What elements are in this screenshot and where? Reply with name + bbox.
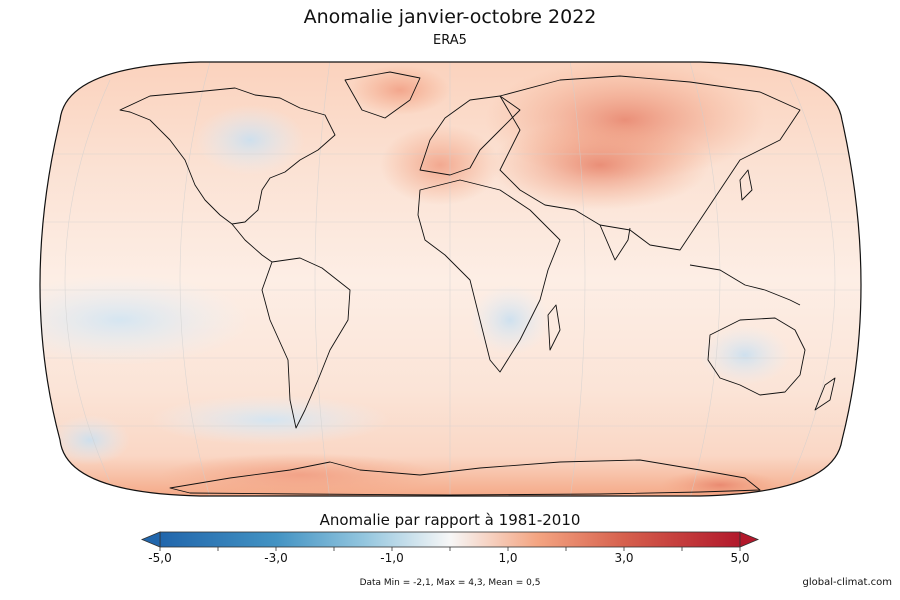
data-stats: Data Min = -2,1, Max = 4,3, Mean = 0,5 [359, 578, 541, 588]
colorbar-tick-label: -5,0 [148, 551, 172, 565]
globe-outline [39, 61, 862, 497]
colorbar-tick-label: -1,0 [380, 551, 404, 565]
graticule [40, 62, 861, 496]
map-subtitle: ERA5 [433, 33, 467, 48]
new-zealand-outline [814, 377, 836, 411]
north-america-outline [119, 87, 336, 225]
africa-outline [417, 179, 561, 373]
central-america-outline [231, 223, 273, 263]
madagascar-outline [547, 304, 561, 351]
coastlines [119, 71, 836, 496]
india-outline [599, 224, 631, 261]
south-america-outline [261, 257, 351, 429]
europe-outline [419, 95, 521, 176]
colorbar-tick-label: 3,0 [614, 551, 634, 565]
japan-outline [739, 169, 753, 201]
colorbar-tick-label: 5,0 [730, 551, 750, 565]
colorbar-max-arrow [739, 531, 760, 548]
colorbar-title: Anomalie par rapport à 1981-2010 [319, 511, 581, 529]
colorbar-tick-label: -3,0 [264, 551, 288, 565]
asia-outline [499, 75, 801, 251]
australia-outline [707, 317, 806, 396]
source-credit: global-climat.com [802, 577, 893, 588]
colorbar-tick-label: 1,0 [498, 551, 518, 565]
map-title: Anomalie janvier-octobre 2022 [303, 6, 597, 28]
greenland-outline [344, 71, 421, 119]
southeast-asia-islands-outline [689, 264, 801, 306]
antarctica-outline [169, 459, 761, 496]
colorbar-gradient [159, 531, 741, 548]
colorbar-min-arrow [140, 531, 161, 548]
anomaly-field [40, 62, 861, 496]
